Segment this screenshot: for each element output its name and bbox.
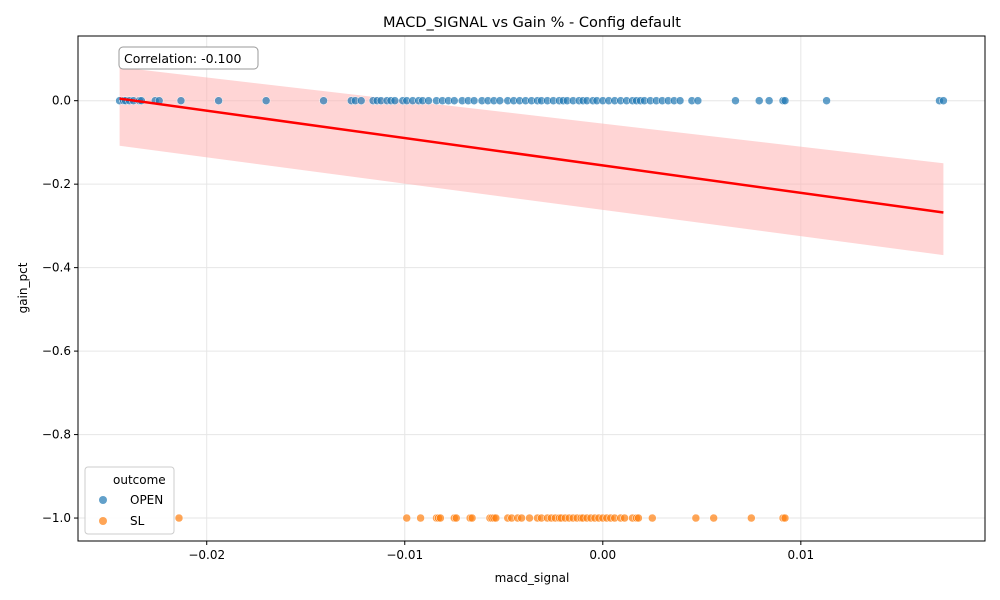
point-sl [436,513,445,523]
confidence-band [119,67,944,256]
legend: outcome OPEN SL [84,466,175,535]
legend-title: outcome [113,473,166,487]
point-open [675,96,685,105]
point-open [450,96,459,105]
point-sl [416,513,425,523]
x-tick-label: −0.02 [188,548,225,562]
point-open [390,96,400,105]
points-layer [115,96,948,523]
y-tick-label: −0.4 [42,261,71,275]
y-tick-label: −0.2 [42,177,71,191]
plot-frame [77,35,986,542]
correlation-annotation: Correlation: -0.100 [118,46,259,70]
point-open [780,96,790,105]
point-sl [648,513,657,523]
annotation-box [118,46,259,70]
point-sl [467,513,477,523]
point-open [176,96,186,105]
x-axis: −0.02 −0.01 0.00 0.01 [188,541,814,562]
legend-marker-sl [99,517,107,525]
legend-marker-open [99,496,107,504]
point-open [261,96,271,105]
y-tick-label: −0.6 [42,344,71,358]
point-sl [634,513,643,523]
point-open [469,96,479,105]
point-sl [747,513,756,523]
point-open [495,96,505,105]
y-tick-label: −1.0 [42,511,71,525]
y-axis-label: gain_pct [16,262,30,313]
point-open [822,96,831,105]
point-open [731,96,740,105]
x-tick-label: 0.00 [589,548,616,562]
point-open [424,96,433,105]
y-axis: 0.0 −0.2 −0.4 −0.6 −0.8 −1.0 [42,94,78,525]
point-open [764,96,774,105]
regression-line [119,97,944,214]
point-sl [402,513,411,523]
point-sl [620,513,629,523]
point-sl [525,513,534,523]
point-sl [451,513,461,523]
point-open [939,96,948,105]
x-tick-label: −0.01 [386,548,423,562]
legend-box [84,466,175,535]
point-sl [780,513,790,523]
point-sl [517,513,526,523]
point-sl [174,513,184,523]
point-open [319,96,328,105]
point-sl [709,513,718,523]
x-tick-label: 0.01 [787,548,814,562]
chart-title: MACD_SIGNAL vs Gain % - Config default [383,15,681,31]
legend-entry-open: OPEN [130,493,163,507]
point-open [693,96,703,105]
point-sl [491,513,501,523]
point-open [214,96,223,105]
legend-entry-sl: SL [130,514,145,528]
x-axis-label: macd_signal [495,571,570,585]
annotation-text: Correlation: -0.100 [124,51,241,66]
point-open [754,96,764,105]
regression-layer [119,97,944,214]
y-tick-label: −0.8 [42,428,71,442]
confidence-band-layer [119,67,944,256]
y-tick-label: 0.0 [52,94,71,108]
point-open [356,96,366,105]
point-sl [691,513,701,523]
